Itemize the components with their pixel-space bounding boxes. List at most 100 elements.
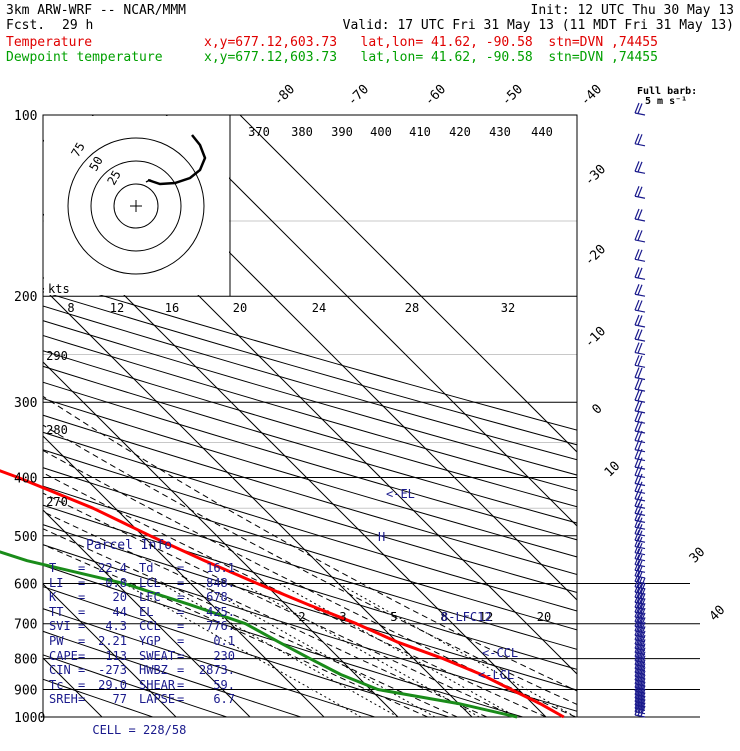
wind-barb-feather <box>637 607 643 618</box>
wind-barb-feather <box>634 691 640 702</box>
parcel-v1: 113 <box>105 648 127 663</box>
isotherm-label--60: -60 <box>422 82 449 109</box>
isotherm-0 <box>43 361 399 717</box>
parcel-eq: = <box>78 619 86 634</box>
parcel-k2: CCL <box>139 619 161 634</box>
parcel-info-panel: Parcel Info T 22.4 Td 16.1 = = LI -0.8 LCL 848. = =… <box>44 538 235 737</box>
wind-barb-feather <box>634 625 640 636</box>
wind-barb-feather <box>634 367 640 378</box>
wind-barb-feather <box>637 536 643 548</box>
mixing-ratio-label-20: 20 <box>537 610 551 624</box>
parcel-v1: 22.4 <box>98 561 127 575</box>
isotherm-label--80: -80 <box>271 82 298 109</box>
wind-barb-feather <box>634 565 640 577</box>
wind-barb-feather <box>634 342 640 353</box>
wind-barb-feather <box>634 249 640 260</box>
moist-adiabat-28 <box>43 424 577 705</box>
wind-barb-feather <box>634 390 640 401</box>
wind-barb-feather <box>637 577 643 588</box>
parcel-k1: T <box>49 561 57 575</box>
wind-barb-feather <box>634 448 640 459</box>
wind-barb-feather <box>634 102 640 114</box>
parcel-v2: 0.1 <box>213 634 235 648</box>
wind-barb-feather <box>637 548 643 560</box>
wind-barb-feather <box>634 684 640 695</box>
wind-barb-feather <box>637 597 643 609</box>
dry-adiabat-label-280: 280 <box>46 423 68 437</box>
moist-adiabat-label-32: 32 <box>501 301 515 315</box>
theta-label-380: 380 <box>291 125 313 139</box>
wind-barb-feather <box>634 658 640 669</box>
wind-barb-feather <box>640 582 646 594</box>
wind-barb-feather <box>634 161 640 172</box>
el-marker: <-EL <box>386 487 415 501</box>
temperature-legend-label: Temperature <box>6 35 93 50</box>
wind-barb-feather <box>634 620 640 632</box>
parcel-eq: = <box>78 634 86 648</box>
moist-adiabat-12 <box>43 511 488 717</box>
wind-barb-feather <box>634 355 640 366</box>
parcel-eq: = <box>78 604 86 619</box>
hodograph-trace <box>147 134 207 186</box>
wind-barb-feather <box>637 300 643 311</box>
wind-barb-feather <box>637 186 643 197</box>
isotherm-label--70: -70 <box>345 82 372 109</box>
init-time: Init: 12 UTC Thu 30 May 13 <box>530 3 735 18</box>
wind-barb-feather <box>637 342 643 354</box>
parcel-k1: Tc <box>49 677 64 692</box>
parcel-v1: 20 <box>112 590 127 605</box>
dry-adiabat-340 <box>43 467 577 631</box>
wind-barb <box>634 410 646 424</box>
wind-barb-staff <box>634 714 646 718</box>
dry-adiabat-460 <box>43 277 577 431</box>
isotherm-label--10: -10 <box>582 324 609 351</box>
h-marker: H <box>378 530 385 544</box>
parcel-v2: 16.1 <box>206 561 235 575</box>
parcel-eq: = <box>177 692 185 707</box>
wind-barb-staff <box>634 505 646 509</box>
wind-barb <box>634 229 646 243</box>
isotherm--30 <box>43 583 177 717</box>
parcel-v1: 2.21 <box>98 634 127 648</box>
pressure-label-600: 600 <box>14 577 37 592</box>
wind-barb-feather <box>637 421 643 432</box>
wind-barb-feather <box>637 249 643 261</box>
wind-barb-feather <box>637 134 643 145</box>
parcel-v2: 59. <box>213 677 235 692</box>
wind-barb-feather <box>634 267 640 278</box>
wind-barb-feather <box>640 593 646 604</box>
parcel-k1: LI <box>49 575 64 590</box>
parcel-k1: SVI <box>49 619 71 634</box>
dry-adiabat-440 <box>43 305 577 461</box>
wind-barb-feather <box>637 566 643 577</box>
wind-barb-staff <box>634 388 646 392</box>
parcel-k1: PW <box>49 634 64 648</box>
dewpoint-legend-info: x,y=677.12,603.73 lat,lon= 41.62, -90.58… <box>204 50 658 65</box>
isotherm-label--20: -20 <box>582 242 609 269</box>
dry-adiabat-430 <box>43 320 577 476</box>
wind-barb-staff <box>634 195 646 199</box>
isotherm-60 <box>239 115 577 453</box>
temperature-profile <box>0 469 565 719</box>
wind-barb-feather <box>637 430 643 442</box>
wind-barb-feather <box>640 612 646 623</box>
isotherm-label-10: 10 <box>602 459 624 481</box>
wind-barb-feather <box>637 401 643 412</box>
parcel-eq: = <box>177 604 185 619</box>
wind-barb-feather <box>637 329 643 340</box>
parcel-k2: EL <box>139 604 154 619</box>
dry-adiabat-label-270: 270 <box>46 495 68 509</box>
wind-barb-staff <box>634 457 646 462</box>
wind-barb-staff <box>634 338 646 342</box>
parcel-v2: 678. <box>206 590 235 605</box>
wind-barb-feather <box>637 411 643 422</box>
wind-barb <box>634 342 646 356</box>
wind-barb-staff <box>634 324 646 328</box>
wind-barb-feather <box>637 701 643 713</box>
wind-barb <box>634 390 646 403</box>
wind-barb <box>634 355 646 368</box>
hodograph-ring-label-25: 25 <box>104 168 123 188</box>
parcel-info-title: Parcel Info <box>86 538 173 553</box>
wind-barb-feather <box>634 698 640 709</box>
wind-barb-staff <box>634 474 646 479</box>
